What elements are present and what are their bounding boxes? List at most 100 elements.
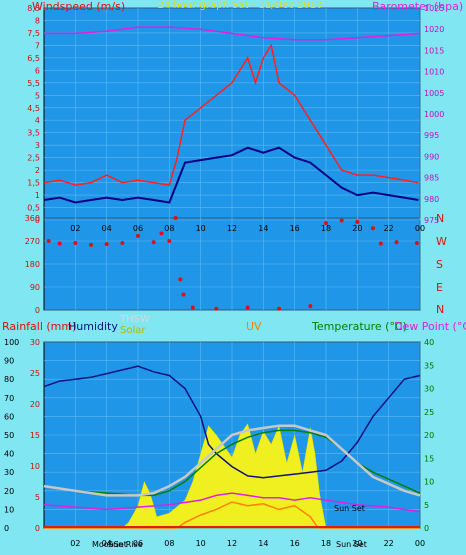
dewpoint-axis-label: Dew Point (°C) bbox=[394, 320, 466, 333]
humidity-tick-label: 70 bbox=[4, 394, 14, 403]
wind-x-tick-label: 02 bbox=[70, 224, 80, 233]
rainfall-tick-label: 20 bbox=[30, 400, 40, 409]
barometer-tick-label: 975 bbox=[424, 216, 439, 225]
wind-x-tick-label: 16 bbox=[290, 224, 300, 233]
barometer-tick-label: 990 bbox=[424, 152, 439, 161]
sunset-label-plot: Sun Set bbox=[334, 504, 365, 513]
gust-series-line bbox=[43, 43, 419, 186]
temperature-tick-label: 15 bbox=[424, 454, 434, 463]
sunset-label-bottom: Sun Set bbox=[336, 540, 367, 549]
wind-direction-points bbox=[46, 216, 419, 311]
direction-point bbox=[178, 277, 183, 282]
uv-series-line bbox=[44, 501, 420, 529]
barometer-tick-label: 980 bbox=[424, 195, 439, 204]
direction-point bbox=[394, 240, 399, 245]
direction-point bbox=[167, 239, 172, 243]
direction-point bbox=[120, 241, 125, 246]
axis-tick-labels: 0 0,5 1 1,5 2 2,5 3 3,5 4 4,5 5 5,5 6 6,5 7 7,5 8 8,5 975 9… bbox=[4, 4, 444, 548]
solar-area bbox=[44, 423, 420, 529]
rainfall-tick-label: 15 bbox=[30, 431, 40, 440]
humidity-tick-label: 50 bbox=[4, 431, 14, 440]
rainfall-tick-label: 0 bbox=[35, 524, 40, 533]
climate-x-tick-label: 00 bbox=[415, 539, 425, 548]
humidity-series-line bbox=[43, 365, 421, 479]
barometer-tick-label: 1025 bbox=[424, 4, 444, 13]
direction-point bbox=[89, 242, 93, 247]
wind-x-tick-label: 20 bbox=[352, 224, 362, 233]
humidity-tick-label: 80 bbox=[4, 375, 14, 384]
solar-legend-label: Solar bbox=[120, 325, 146, 336]
direction-point bbox=[308, 304, 313, 309]
barometer-series-line bbox=[44, 26, 421, 41]
direction-letter-n-bottom: N bbox=[436, 303, 444, 316]
windspeed-tick-label: 2 bbox=[35, 166, 40, 175]
direction-point bbox=[190, 305, 195, 310]
temperature-axis-label: Temperature (°C) bbox=[311, 320, 407, 333]
windspeed-tick-label: 0,5 bbox=[27, 204, 40, 213]
direction-tick-label: 360 bbox=[25, 214, 40, 223]
wind-x-tick-label: 18 bbox=[321, 224, 331, 233]
barometer-tick-label: 985 bbox=[424, 174, 439, 183]
direction-letter-e: E bbox=[436, 281, 443, 294]
dewpoint-series-line bbox=[43, 492, 421, 513]
direction-point bbox=[151, 240, 156, 245]
direction-point bbox=[214, 306, 219, 311]
direction-point bbox=[181, 292, 186, 297]
climate-x-tick-label: 16 bbox=[290, 539, 300, 548]
humidity-tick-label: 0 bbox=[4, 524, 9, 533]
humidity-axis-label: Humidity bbox=[68, 320, 118, 333]
direction-tick-label: 90 bbox=[30, 283, 40, 292]
humidity-tick-label: 40 bbox=[4, 450, 14, 459]
thsw-legend-label: THSW bbox=[119, 314, 150, 325]
windspeed-tick-label: 3,5 bbox=[27, 129, 40, 138]
windspeed-tick-label: 4,5 bbox=[27, 104, 40, 113]
windspeed-tick-label: 5,5 bbox=[27, 79, 40, 88]
direction-point bbox=[277, 306, 281, 311]
direction-point bbox=[324, 221, 328, 226]
humidity-tick-label: 60 bbox=[4, 412, 14, 421]
temperature-tick-label: 20 bbox=[424, 431, 434, 440]
direction-point bbox=[355, 219, 360, 224]
chart-title: 24 hour graph Sat - 11/Dec 2010 bbox=[158, 0, 323, 11]
direction-point bbox=[414, 241, 419, 246]
wind-x-tick-label: 08 bbox=[164, 224, 174, 233]
windspeed-tick-label: 6 bbox=[35, 66, 40, 75]
barometer-tick-label: 995 bbox=[424, 131, 439, 140]
average-series-line bbox=[43, 146, 419, 204]
wind-x-tick-label: 10 bbox=[196, 224, 206, 233]
windspeed-tick-label: 6,5 bbox=[27, 54, 40, 63]
temperature-tick-label: 5 bbox=[424, 501, 429, 510]
climate-x-tick-label: 10 bbox=[196, 539, 206, 548]
barometer-tick-label: 1010 bbox=[424, 68, 444, 77]
barometer-tick-label: 1000 bbox=[424, 110, 444, 119]
direction-point bbox=[104, 242, 109, 247]
rainfall-tick-label: 25 bbox=[30, 369, 40, 378]
climate-x-tick-label: 02 bbox=[70, 539, 80, 548]
direction-point bbox=[159, 231, 164, 236]
barometer-tick-label: 1020 bbox=[424, 25, 444, 34]
rainfall-tick-label: 10 bbox=[30, 462, 40, 471]
direction-tick-label: 180 bbox=[25, 260, 40, 269]
wind-x-tick-label: 06 bbox=[133, 224, 143, 233]
humidity-tick-label: 20 bbox=[4, 487, 14, 496]
windspeed-tick-label: 8,5 bbox=[27, 4, 40, 13]
humidity-tick-label: 30 bbox=[4, 468, 14, 477]
windspeed-tick-label: 0 bbox=[35, 216, 40, 225]
windspeed-tick-label: 7,5 bbox=[27, 29, 40, 38]
direction-point bbox=[371, 226, 375, 231]
climate-x-tick-label: 08 bbox=[164, 539, 174, 548]
direction-point bbox=[245, 305, 250, 310]
temperature-tick-label: 0 bbox=[424, 524, 429, 533]
direction-point bbox=[339, 218, 344, 223]
humidity-tick-label: 90 bbox=[4, 357, 14, 366]
thsw-series-line bbox=[43, 424, 421, 497]
solar-series-area bbox=[44, 423, 420, 529]
temperature-tick-label: 10 bbox=[424, 478, 434, 487]
barometer-tick-label: 1015 bbox=[424, 46, 444, 55]
windspeed-tick-label: 2,5 bbox=[27, 154, 40, 163]
windspeed-tick-label: 4 bbox=[35, 116, 40, 125]
windspeed-tick-label: 1 bbox=[35, 191, 40, 200]
windspeed-axis-label: Windspeed (m/s) bbox=[32, 0, 125, 13]
temperature-tick-label: 30 bbox=[424, 385, 434, 394]
windspeed-tick-label: 1,5 bbox=[27, 179, 40, 188]
